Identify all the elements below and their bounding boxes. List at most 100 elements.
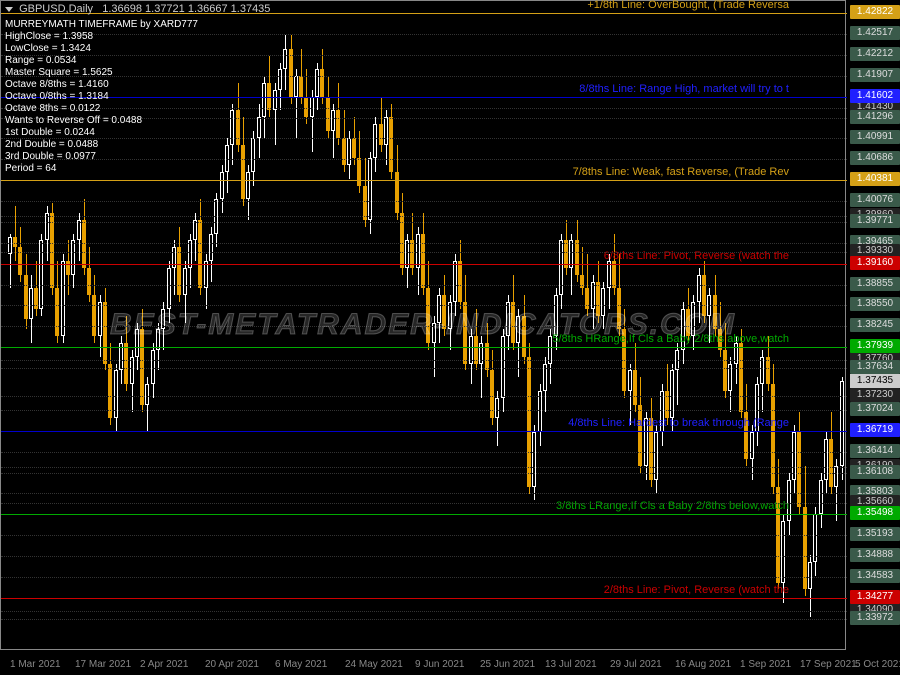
candle-body	[596, 282, 600, 316]
price-gridline-label: 1.37634	[850, 360, 900, 374]
candle-body	[702, 275, 706, 316]
chart-area[interactable]: GBPUSD,Daily 1.36698 1.37721 1.36667 1.3…	[0, 0, 846, 650]
time-label: 9 Jun 2021	[415, 659, 465, 670]
candle-body	[347, 138, 351, 165]
murrey-line-label: 2/8ths Line: Pivot, Reverse (watch the	[604, 584, 789, 596]
murrey-line	[1, 347, 847, 348]
price-gridline-label: 1.37230	[850, 388, 900, 402]
candle-body	[442, 295, 446, 329]
candle-body	[516, 316, 520, 343]
candle-body	[135, 329, 139, 356]
candle-body	[183, 268, 187, 295]
candle-body	[167, 268, 171, 309]
candle-body	[638, 405, 642, 467]
candle-body	[87, 268, 91, 295]
candle-body	[697, 275, 701, 302]
dropdown-icon[interactable]	[5, 7, 13, 12]
time-label: 24 May 2021	[345, 659, 403, 670]
candle-body	[463, 302, 467, 364]
candle-body	[389, 117, 393, 172]
candle-body	[77, 220, 81, 241]
candle-body	[98, 302, 102, 336]
price-gridline-label: 1.35193	[850, 527, 900, 541]
time-label: 1 Sep 2021	[740, 659, 791, 670]
candle-body	[241, 145, 245, 200]
candle-body	[61, 261, 65, 336]
murrey-price-tag: 1.34277	[850, 590, 900, 604]
price-gridline-label: 1.41296	[850, 110, 900, 124]
candle-body	[336, 110, 340, 137]
price-gridline-label: 1.41907	[850, 68, 900, 82]
candle-body	[114, 370, 118, 418]
candle-body	[819, 480, 823, 514]
candle-body	[71, 240, 75, 274]
candle-body	[220, 172, 224, 199]
murrey-price-tag: 1.36719	[850, 423, 900, 437]
candle-body	[82, 220, 86, 268]
candle-body	[320, 69, 324, 96]
candle-body	[283, 49, 287, 70]
candle-body	[29, 288, 33, 319]
candle-body	[257, 117, 261, 138]
candle-body	[373, 124, 377, 158]
time-label: 6 May 2021	[275, 659, 327, 670]
price-gridline-label: 1.40686	[850, 151, 900, 165]
candle-body	[522, 316, 526, 357]
price-gridline-label: 1.36108	[850, 465, 900, 479]
price-gridline-label: 1.39771	[850, 214, 900, 228]
candle-body	[230, 110, 234, 144]
murrey-line	[1, 598, 847, 599]
candle-body	[813, 514, 817, 562]
candle-body	[781, 521, 785, 583]
candle-body	[734, 343, 738, 364]
candle-body	[145, 384, 149, 405]
time-label: 20 Apr 2021	[205, 659, 259, 670]
candle-body	[357, 158, 361, 185]
candle-body	[506, 302, 510, 336]
candle-body	[416, 234, 420, 268]
candle-body	[453, 261, 457, 302]
time-label: 25 Jun 2021	[480, 659, 535, 670]
murrey-price-tag: 1.40381	[850, 172, 900, 186]
candle-body	[617, 288, 621, 329]
symbol-label: GBPUSD,Daily	[19, 3, 93, 15]
candle-body	[246, 172, 250, 199]
candle-body	[198, 220, 202, 288]
murrey-line-label: 3/8ths LRange,If Cls a Baby 2/8ths below…	[556, 500, 789, 512]
candle-body	[538, 391, 542, 432]
candle-body	[395, 172, 399, 213]
info-line: 3rd Double = 0.0977	[5, 151, 198, 163]
candle-body	[193, 220, 197, 241]
murrey-line	[1, 514, 847, 515]
candle-body	[299, 76, 303, 97]
candle-body	[808, 562, 812, 589]
candle-body	[511, 302, 515, 343]
candle-body	[580, 275, 584, 289]
candle-body	[140, 329, 144, 404]
candle-body	[426, 288, 430, 343]
candle-body	[124, 343, 128, 384]
candle-body	[691, 302, 695, 336]
candle-body	[437, 295, 441, 322]
info-line: 1st Double = 0.0244	[5, 127, 198, 139]
candle-body	[575, 240, 579, 274]
murrey-line-label: 7/8ths Line: Weak, fast Reverse, (Trade …	[573, 166, 789, 178]
info-line: Range = 0.0534	[5, 55, 198, 67]
candle-body	[236, 110, 240, 144]
price-gridline-label: 1.40991	[850, 130, 900, 144]
candle-body	[829, 439, 833, 487]
murrey-line-label: 8/8ths Line: Range High, market will try…	[579, 83, 789, 95]
candle-body	[554, 295, 558, 336]
price-gridline-label: 1.38245	[850, 318, 900, 332]
candle-body	[209, 234, 213, 261]
murrey-line	[1, 264, 847, 265]
price-gridline-label: 1.36414	[850, 444, 900, 458]
candle-body	[331, 110, 335, 131]
candle-body	[55, 288, 59, 336]
candle-body	[310, 97, 314, 118]
candle-body	[559, 240, 563, 295]
info-line: Octave 8/8ths = 1.4160	[5, 79, 198, 91]
candle-body	[670, 370, 674, 418]
info-line: MURREYMATH TIMEFRAME by XARD777	[5, 19, 198, 31]
candle-body	[363, 186, 367, 220]
